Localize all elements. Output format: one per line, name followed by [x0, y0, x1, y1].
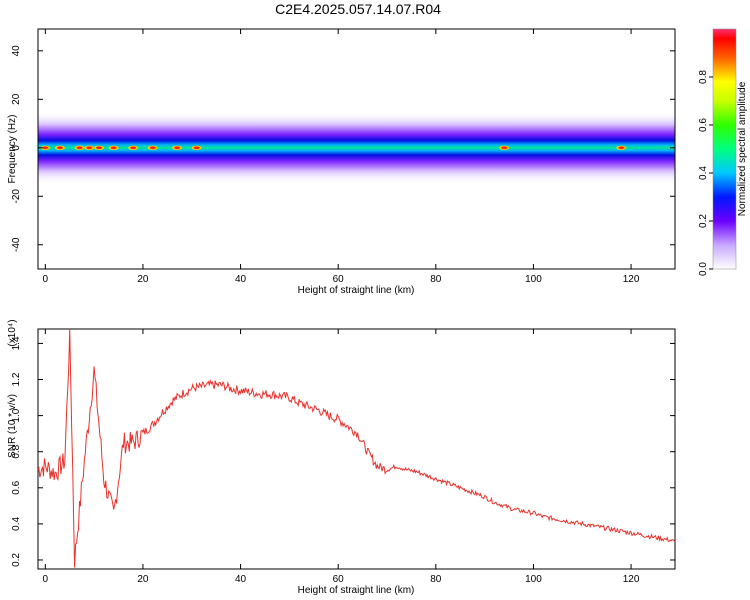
bottom-y-tick-label: 0.6: [11, 480, 22, 494]
top-x-tick-label: 20: [137, 274, 149, 285]
heatmap-frame: [37, 28, 676, 270]
top-x-axis-label: Height of straight line (km): [298, 285, 415, 296]
bottom-y-scale-label: (x10⁴): [7, 319, 18, 346]
heatmap-hotspot-core: [110, 146, 117, 150]
top-x-tick-label: 60: [333, 274, 345, 285]
top-x-tick-label: 40: [235, 274, 247, 285]
top-y-axis-label: Frequency (Hz): [7, 115, 18, 184]
colorbar-tick-label: 0.4: [698, 166, 709, 180]
top-y-tick-label: 20: [11, 93, 22, 105]
heatmap-hotspots: [40, 145, 627, 150]
colorbar-tick-label: 0.0: [698, 262, 709, 276]
snr-series-line: [37, 328, 676, 568]
bottom-x-tick-label: 60: [333, 574, 345, 585]
colorbar-gradient: [712, 28, 737, 270]
heatmap-hotspot-core: [130, 146, 137, 150]
bottom-x-tick-label: 20: [137, 574, 149, 585]
heatmap-hotspot-core: [76, 146, 83, 150]
bottom-x-tick-label: 120: [623, 574, 640, 585]
heatmap-hotspot-core: [56, 146, 63, 150]
bottom-x-tick-label: 100: [525, 574, 542, 585]
colorbar-tick-label: 0.6: [698, 118, 709, 132]
heatmap-hotspot-core: [149, 146, 156, 150]
heatmap-hotspot-core: [501, 146, 508, 150]
heatmap-hotspot-core: [618, 146, 625, 150]
heatmap-plot: 0 20 40 60 80 100 120 -40 -20 0 20 40 Height of st…: [7, 28, 676, 296]
top-y-tick-label: 40: [11, 45, 22, 57]
heatmap-hotspot-core: [42, 146, 49, 150]
colorbar-tick-label: 0.8: [698, 70, 709, 84]
top-x-ticks: 0 20 40 60 80 100 120: [43, 29, 640, 285]
bottom-x-tick-label: 0: [43, 574, 49, 585]
top-x-tick-label: 120: [623, 274, 640, 285]
bottom-x-tick-label: 80: [430, 574, 442, 585]
colorbar: 0.0 0.2 0.4 0.6 0.8 Normalized spectral ampl…: [698, 28, 748, 276]
bottom-y-ticks: 0.2 0.4 0.6 0.8 1.0 1.2 1.4: [11, 336, 675, 567]
bottom-x-tick-label: 40: [235, 574, 247, 585]
snr-frame: [37, 328, 676, 570]
colorbar-ticks: 0.0 0.2 0.4 0.6 0.8: [698, 70, 713, 276]
heatmap-band: [38, 111, 675, 185]
colorbar-label: Normalized spectral amplitude: [737, 81, 748, 216]
top-y-tick-label: -20: [11, 189, 22, 204]
heatmap-hotspot-core: [193, 146, 200, 150]
snr-plot: 0 20 40 60 80 100 120 0.2 0.4 0.6 0.8 1.0 1.2 1.4 He…: [7, 319, 676, 596]
top-y-tick-label: -40: [11, 237, 22, 252]
bottom-y-tick-label: 1.0: [11, 408, 22, 422]
top-y-ticks: -40 -20 0 20 40: [11, 45, 675, 252]
bottom-x-axis-label: Height of straight line (km): [298, 585, 415, 596]
top-y-tick-label: 0: [11, 145, 22, 151]
bottom-y-tick-label: 1.2: [11, 372, 22, 386]
colorbar-tick-label: 0.2: [698, 214, 709, 228]
bottom-x-ticks: 0 20 40 60 80 100 120: [43, 329, 640, 585]
chart-title: C2E4.2025.057.14.07.R04: [275, 1, 441, 17]
bottom-y-tick-label: 0.4: [11, 517, 22, 531]
bottom-y-tick-label: 1.4: [11, 336, 22, 350]
heatmap-hotspot-core: [174, 146, 181, 150]
bottom-y-tick-label: 0.2: [11, 553, 22, 567]
heatmap-hotspot-core: [96, 146, 103, 150]
top-x-tick-label: 100: [525, 274, 542, 285]
bottom-y-tick-label: 0.8: [11, 444, 22, 458]
top-x-tick-label: 80: [430, 274, 442, 285]
top-x-tick-label: 0: [43, 274, 49, 285]
bottom-y-axis-label: SNR (10 * v/v): [7, 394, 18, 458]
heatmap-hotspot-core: [86, 146, 93, 150]
